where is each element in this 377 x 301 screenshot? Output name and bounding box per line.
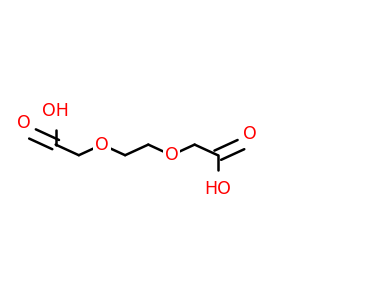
Text: OH: OH	[42, 102, 69, 120]
Text: O: O	[17, 114, 31, 132]
Text: O: O	[243, 125, 257, 143]
Text: HO: HO	[204, 180, 231, 198]
Text: O: O	[95, 135, 109, 154]
Text: O: O	[165, 146, 178, 164]
